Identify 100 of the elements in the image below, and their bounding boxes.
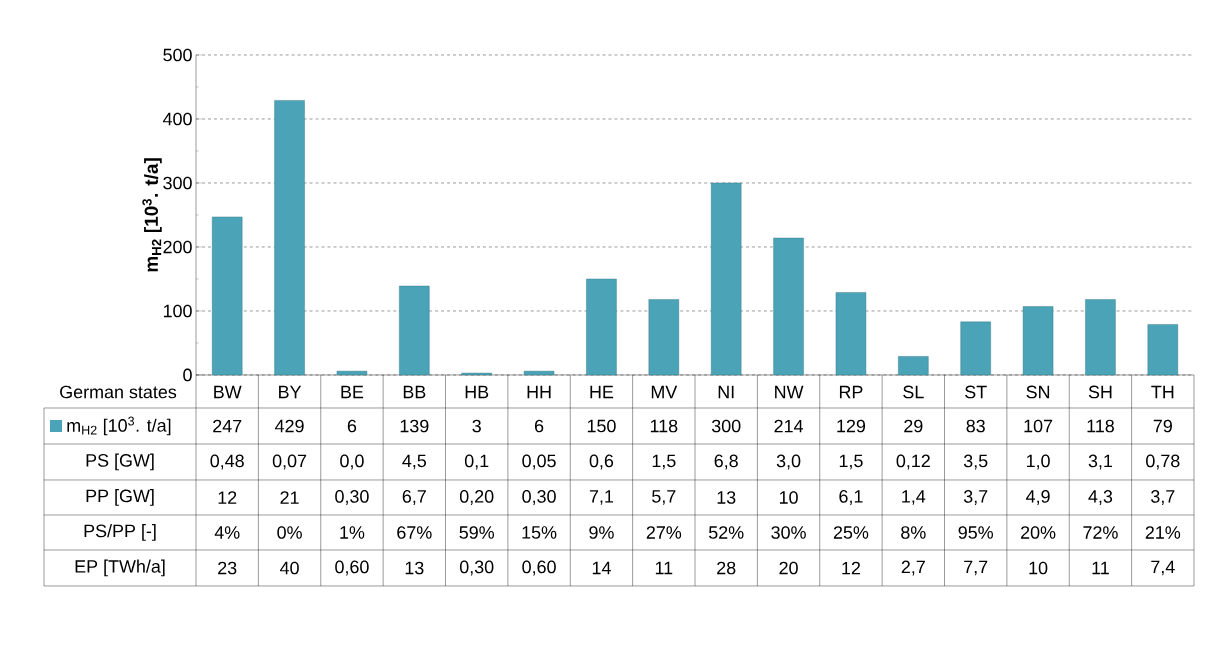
text: PS [GW] bbox=[86, 453, 154, 471]
x-tick-label: SL bbox=[903, 385, 924, 399]
text: 0,1 bbox=[464, 454, 489, 470]
text: 0,0 bbox=[340, 454, 364, 470]
data-label: 6 bbox=[534, 419, 544, 433]
bar bbox=[711, 182, 742, 376]
data-label: 214 bbox=[774, 419, 803, 433]
x-tick-label: SN bbox=[1026, 385, 1050, 399]
text: 95% bbox=[958, 526, 993, 539]
data-label: 3 bbox=[472, 419, 481, 433]
bar bbox=[336, 370, 368, 376]
text: 11 bbox=[655, 561, 673, 575]
bar bbox=[1085, 299, 1116, 376]
bar bbox=[773, 237, 804, 376]
text: 5,7 bbox=[652, 490, 676, 505]
data-label: 247 bbox=[213, 419, 242, 433]
text: 0,60 bbox=[522, 560, 556, 576]
y-tick-label: 100 bbox=[163, 304, 192, 318]
data-label: 129 bbox=[837, 419, 866, 433]
text: 9% bbox=[589, 526, 614, 539]
data-label: 150 bbox=[587, 419, 616, 433]
y-tick-label: 300 bbox=[163, 176, 192, 190]
text: 3,0 bbox=[776, 454, 801, 470]
text: 21% bbox=[1145, 526, 1181, 539]
text: 52% bbox=[708, 526, 744, 539]
text: 15% bbox=[522, 526, 557, 539]
x-tick-label: ST bbox=[965, 385, 987, 399]
bar bbox=[399, 285, 430, 376]
legend-label: m$_{H2}$ [10$^{3}$. t/a] bbox=[67, 416, 171, 436]
y-tick-label: 200 bbox=[163, 240, 192, 254]
data-label: 107 bbox=[1024, 419, 1053, 433]
bar bbox=[898, 356, 929, 376]
text: 2,7 bbox=[901, 560, 925, 576]
data-label: 29 bbox=[904, 419, 923, 433]
y-tick-label: 500 bbox=[163, 48, 192, 62]
x-tick-label: BE bbox=[341, 385, 364, 399]
text: 11 bbox=[1092, 561, 1109, 575]
y-tick-label: 0 bbox=[183, 368, 192, 382]
text: 3,7 bbox=[963, 490, 988, 505]
data-label: 429 bbox=[275, 419, 304, 433]
text: 8% bbox=[901, 526, 926, 539]
text: 0,05 bbox=[522, 454, 556, 470]
text: 12 bbox=[842, 561, 861, 575]
text: 13 bbox=[405, 561, 424, 575]
text: 30% bbox=[771, 526, 806, 539]
x-tick-label: HH bbox=[527, 385, 551, 399]
text: 1,5 bbox=[839, 454, 863, 470]
text: 3,7 bbox=[1151, 490, 1175, 505]
text: 40 bbox=[280, 561, 299, 575]
text: 7,4 bbox=[1151, 560, 1175, 576]
x-tick-label: SH bbox=[1088, 385, 1112, 399]
text: 0,20 bbox=[459, 490, 494, 505]
text: 10 bbox=[1029, 561, 1048, 575]
text: 59% bbox=[459, 526, 494, 539]
data-label: 118 bbox=[650, 419, 678, 433]
text: 0% bbox=[277, 526, 302, 539]
text: 27% bbox=[646, 526, 682, 539]
bar bbox=[212, 216, 243, 376]
text: 7,7 bbox=[964, 560, 988, 576]
text: 3,1 bbox=[1088, 454, 1113, 470]
x-tick-label: NI bbox=[718, 385, 734, 399]
text: 72% bbox=[1083, 526, 1118, 539]
text: 0,30 bbox=[335, 490, 369, 505]
data-label: 79 bbox=[1153, 419, 1172, 433]
text: 0,60 bbox=[335, 560, 369, 576]
y-tick-label: 400 bbox=[162, 112, 192, 126]
text: 6,1 bbox=[839, 490, 863, 505]
text: 67% bbox=[397, 526, 432, 539]
text: 21 bbox=[280, 491, 299, 504]
data-label: 6 bbox=[347, 419, 357, 433]
bar bbox=[274, 100, 305, 376]
text: 10 bbox=[779, 491, 798, 504]
text: 3,5 bbox=[963, 454, 988, 470]
x-tick-label: TH bbox=[1151, 385, 1174, 399]
text: 6,8 bbox=[714, 454, 738, 470]
bar bbox=[960, 321, 991, 376]
text: 4% bbox=[214, 526, 240, 539]
x-axis-title: German states bbox=[60, 385, 177, 399]
text: 0,78 bbox=[1146, 454, 1180, 470]
text: 12 bbox=[218, 491, 237, 504]
text: 20% bbox=[1021, 526, 1056, 539]
x-tick-label: BB bbox=[403, 385, 426, 399]
text: 0,07 bbox=[272, 454, 307, 470]
text: 0,30 bbox=[459, 560, 494, 576]
text: 1,4 bbox=[902, 490, 926, 505]
text: 7,1 bbox=[589, 490, 614, 505]
text: 0,12 bbox=[896, 454, 930, 470]
text: PS/PP [-] bbox=[84, 524, 156, 541]
text: PP [GW] bbox=[86, 489, 154, 506]
data-label: 300 bbox=[711, 419, 741, 433]
x-tick-label: RP bbox=[839, 385, 863, 399]
x-tick-label: BY bbox=[279, 385, 302, 399]
text: m$_{H2}$ [10$^{3}$. t/a] bbox=[142, 158, 162, 272]
x-tick-label: HB bbox=[465, 385, 489, 399]
text: 6,7 bbox=[402, 490, 426, 505]
bar bbox=[586, 278, 617, 376]
bar bbox=[835, 292, 867, 376]
text: 0,6 bbox=[589, 454, 614, 470]
bar bbox=[648, 299, 680, 376]
x-tick-label: BW bbox=[214, 385, 242, 399]
